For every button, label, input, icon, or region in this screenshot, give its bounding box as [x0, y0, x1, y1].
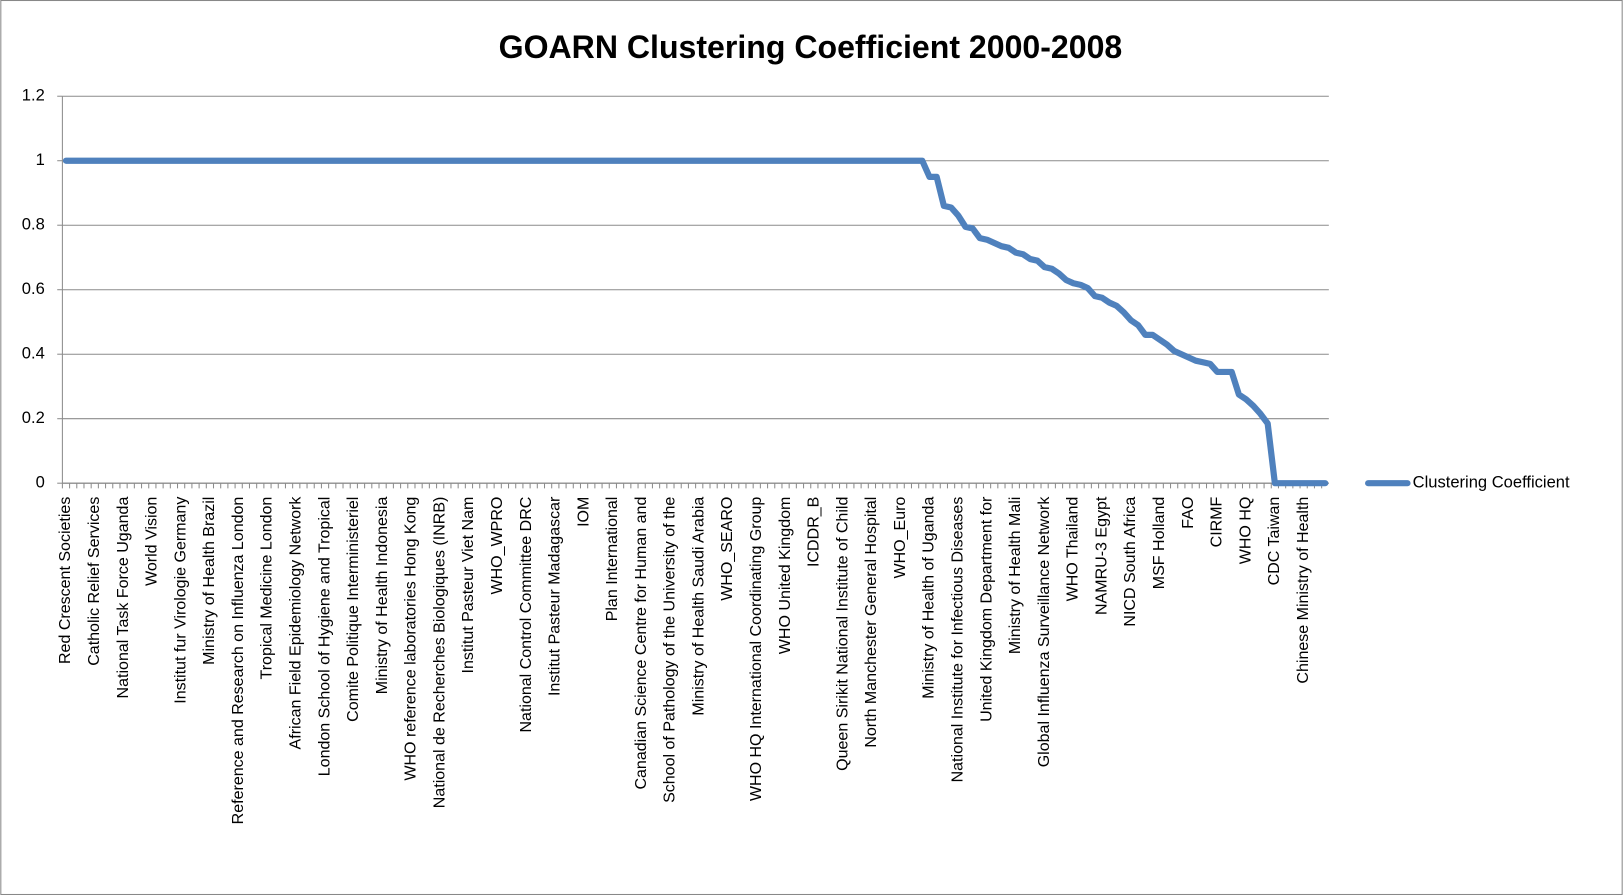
- x-tick-label: CDC Taiwan: [1265, 497, 1283, 586]
- x-tick-label: World Vision: [143, 497, 161, 586]
- x-tick-label: National de Recherches Biologiques (INRB…: [430, 497, 448, 809]
- chart-title: GOARN Clustering Coefficient 2000-2008: [499, 29, 1123, 65]
- x-tick-label: National Institute for Infectious Diseas…: [948, 497, 966, 783]
- x-tick-label: IOM: [574, 497, 592, 527]
- data-line: [62, 157, 1329, 487]
- x-tick-label: Reference and Research on Influenza Lond…: [229, 497, 247, 825]
- legend-label: Clustering Coefficient: [1413, 473, 1570, 492]
- x-tick-label: Global Influenza Surveillance Network: [1035, 496, 1053, 768]
- y-tick-label: 0: [36, 473, 45, 492]
- x-tick-label: Ministry of Health Indonesia: [373, 497, 391, 695]
- x-tick-label: Red Crescent Societies: [56, 497, 74, 664]
- y-tick-label: 1: [36, 150, 45, 169]
- x-tick-label: Chinese Ministry of Health: [1294, 497, 1312, 684]
- x-tick-label: Ministry of Health Mali: [1006, 497, 1024, 655]
- x-tick-label: Institut Pasteur Madagascar: [546, 496, 564, 696]
- x-tick-label: National Control Committee DRC: [517, 497, 535, 733]
- x-tick-label: Ministry of Health Saudi Arabia: [689, 497, 707, 716]
- x-tick-label: WHO United Kingdom: [776, 497, 794, 655]
- x-tick-label: Comite Politique Interministeriel: [344, 497, 362, 722]
- x-tick-label: London School of Hygiene and Tropical: [315, 497, 333, 777]
- x-tick-label: School of Pathology of the University of…: [661, 497, 679, 803]
- x-tick-label: United Kingdom Department for: [977, 496, 995, 722]
- x-tick-label: Plan International: [603, 497, 621, 622]
- x-tick-label: MSF Holland: [1150, 497, 1168, 590]
- x-tick-label: WHO HQ: [1236, 497, 1254, 565]
- x-tick-label: Institut Pasteur Viet Nam: [459, 497, 477, 674]
- x-tick-label: Ministry of Health of Uganda: [920, 497, 938, 699]
- y-tick-label: 1.2: [22, 86, 45, 105]
- x-tick-label: NICD South Africa: [1121, 497, 1139, 627]
- x-tick-label: WHO reference laboratories Hong Kong: [402, 497, 420, 781]
- x-tick-label: Canadian Science Centre for Human and: [632, 497, 650, 790]
- x-tick-label: National Task Force Uganda: [114, 497, 132, 699]
- x-tick-label: Ministry of Health Brazil: [200, 497, 218, 665]
- x-tick-label: ICDDR_B: [805, 497, 823, 567]
- x-tick-label: Institut fur Virologie Germany: [171, 497, 189, 704]
- x-tick-label: WHO_SEARO: [718, 497, 736, 601]
- x-tick-label: North Manchester General Hospital: [862, 497, 880, 748]
- x-tick-label: Queen Sirikit National Institute of Chil…: [833, 497, 851, 771]
- x-tick-label: Catholic Relief Services: [85, 497, 103, 666]
- x-tick-label: FAO: [1179, 497, 1197, 529]
- x-tick-label: WHO Thailand: [1064, 497, 1082, 602]
- y-tick-label: 0.8: [22, 215, 45, 234]
- y-tick-label: 0.4: [22, 344, 45, 363]
- y-tick-label: 0.6: [22, 279, 45, 298]
- x-tick-label: NAMRU-3 Egypt: [1092, 496, 1110, 615]
- x-tick-label: WHO_Euro: [891, 497, 909, 579]
- x-tick-label: Tropical Medicine London: [258, 497, 276, 680]
- x-tick-label: African Field Epidemiology Network: [286, 496, 304, 750]
- x-tick-label: CIRMF: [1208, 496, 1226, 547]
- y-tick-label: 0.2: [22, 408, 45, 427]
- x-tick-label: WHO_WPRO: [488, 497, 506, 595]
- x-tick-label: WHO HQ International Coordinating Group: [747, 497, 765, 802]
